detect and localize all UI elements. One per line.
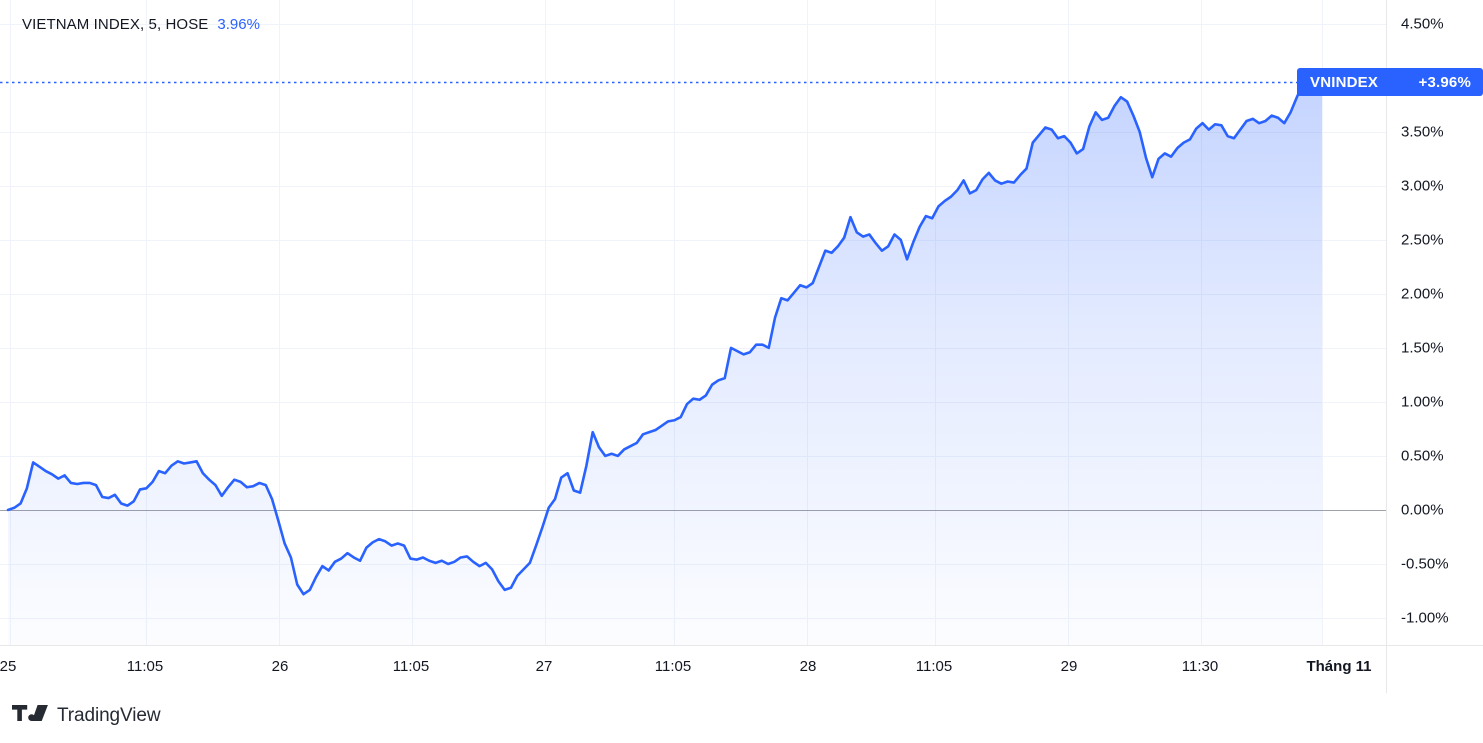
time-axis-label: 29	[1060, 658, 1078, 675]
time-axis-label: 25	[0, 658, 17, 675]
price-axis-label: 1.00%	[1401, 393, 1444, 411]
tradingview-wordmark: TradingView	[57, 705, 161, 726]
price-axis-label: -1.00%	[1401, 609, 1449, 627]
time-axis-label: 11:05	[392, 658, 430, 675]
price-axis-label: 3.00%	[1401, 177, 1444, 195]
tradingview-logo-icon	[12, 705, 48, 721]
time-axis-label: 11:05	[654, 658, 692, 675]
time-axis-label: 27	[535, 658, 553, 675]
time-scale[interactable]: 25 11:05 26 11:05 27 11:05 28 11:05 29 11:30 Tháng…	[0, 645, 1386, 693]
scale-corner	[1386, 645, 1483, 693]
price-axis-label: 0.00%	[1401, 501, 1444, 519]
tradingview-branding[interactable]: TradingView	[12, 702, 161, 730]
price-axis-label: -0.50%	[1401, 555, 1449, 573]
price-scale[interactable]: 4.50% 3.50% 3.00% 2.50% 2.00% 1.50% 1.00% 0.50%…	[1386, 0, 1483, 645]
price-axis-label: 1.50%	[1401, 339, 1444, 357]
time-axis-label: 11:05	[126, 658, 164, 675]
chart-series-area	[6, 68, 1324, 645]
series-area-fill	[8, 70, 1322, 645]
price-axis-label: 3.50%	[1401, 123, 1444, 141]
price-axis-label: 4.50%	[1401, 15, 1444, 33]
time-axis-label: Tháng 11	[1306, 658, 1372, 675]
time-axis-label: 11:05	[915, 658, 953, 675]
badge-symbol-label: VNINDEX	[1310, 73, 1379, 91]
time-axis-label: 11:30	[1181, 658, 1219, 675]
chart-plot-area[interactable]	[0, 0, 1386, 645]
price-axis-label: 0.50%	[1401, 447, 1444, 465]
current-price-badge[interactable]: VNINDEX +3.96%	[1297, 68, 1483, 97]
series-line	[6, 68, 1324, 596]
price-axis-label: 2.50%	[1401, 231, 1444, 249]
time-axis-label: 28	[799, 658, 817, 675]
price-axis-label: 2.00%	[1401, 285, 1444, 303]
time-axis-label: 26	[271, 658, 289, 675]
badge-price-value: +3.96%	[1418, 73, 1471, 91]
